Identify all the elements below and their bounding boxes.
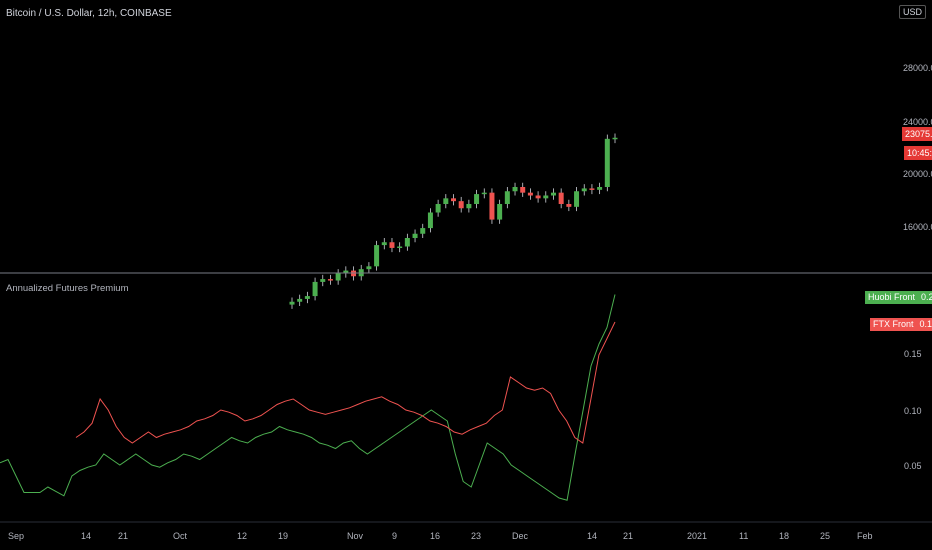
indicator-title[interactable]: Annualized Futures Premium — [6, 283, 129, 294]
candle-body — [327, 279, 333, 281]
candle-body — [527, 192, 533, 196]
candle-body — [320, 279, 326, 282]
time-axis-label: 25 — [820, 531, 831, 541]
candle-body — [581, 188, 587, 192]
time-axis-label: 12 — [237, 531, 248, 541]
candle-body — [304, 296, 310, 299]
legend-ftx-name: FTX Front — [870, 318, 917, 331]
time-axis-label: 14 — [81, 531, 92, 541]
candle-body — [374, 245, 380, 267]
candle-body — [366, 266, 372, 270]
candle-body — [389, 242, 395, 248]
candle-body — [520, 187, 526, 193]
indicator-tick-label: 0.15 — [904, 349, 922, 359]
candle-body — [574, 191, 580, 207]
candle-body — [589, 188, 595, 190]
candle-body — [504, 191, 510, 204]
time-axis-label: 19 — [278, 531, 289, 541]
candle-body — [558, 192, 564, 204]
ftx-front-line — [75, 321, 616, 444]
indicator-tick-label: 0.05 — [904, 461, 922, 471]
time-axis-label: 21 — [623, 531, 634, 541]
price-tick-label: 24000.00 — [903, 117, 932, 127]
time-axis-label: Nov — [347, 531, 364, 541]
time-axis-label: 21 — [118, 531, 129, 541]
legend-ftx-value: 0.18 — [916, 318, 932, 331]
time-axis-label: Dec — [512, 531, 529, 541]
time-axis-label: 16 — [430, 531, 441, 541]
legend-huobi-value: 0.20 — [918, 291, 932, 304]
candle-body — [397, 246, 403, 248]
time-axis-label: 18 — [779, 531, 790, 541]
candle-body — [289, 301, 295, 305]
currency-button[interactable]: USD — [898, 5, 926, 19]
price-tick-label: 28000.00 — [903, 63, 932, 73]
candle-body — [535, 195, 541, 199]
candle-body — [489, 192, 495, 220]
countdown-tag: 10:45:00 — [904, 146, 932, 160]
candle-body — [481, 192, 487, 195]
symbol-title: Bitcoin / U.S. Dollar, 12h, COINBASE — [6, 8, 172, 19]
candle-body — [443, 198, 449, 204]
candle-body — [435, 204, 441, 213]
last-price-tag: 23075.26 — [902, 127, 932, 141]
time-axis-label: Feb — [857, 531, 873, 541]
candle-body — [566, 204, 572, 207]
time-axis-label: 9 — [392, 531, 398, 541]
candle-body — [412, 233, 418, 238]
candle-body — [604, 138, 610, 187]
time-axis-label: 23 — [471, 531, 482, 541]
candle-body — [404, 238, 410, 247]
price-tick-label: 16000.00 — [903, 222, 932, 232]
time-axis-label: Sep — [8, 531, 25, 541]
price-candles — [289, 133, 618, 309]
candle-body — [312, 281, 318, 297]
indicator-tick-label: 0.10 — [904, 406, 922, 416]
candle-body — [343, 270, 349, 274]
time-axis-label: 14 — [587, 531, 598, 541]
candle-body — [335, 273, 341, 281]
candle-body — [297, 298, 303, 302]
candle-body — [550, 192, 556, 196]
time-axis-label: 2021 — [687, 531, 708, 541]
candle-body — [466, 204, 472, 209]
candle-body — [497, 204, 503, 220]
candle-body — [458, 201, 464, 209]
premium-lines — [0, 294, 616, 501]
candle-body — [612, 137, 618, 140]
candle-body — [543, 195, 549, 199]
candle-body — [381, 242, 387, 246]
huobi-front-line — [0, 294, 616, 501]
candle-body — [474, 194, 480, 204]
time-axis-label: Oct — [173, 531, 188, 541]
time-axis-label: 11 — [739, 531, 749, 541]
legend-huobi-name: Huobi Front — [865, 291, 919, 304]
candle-body — [597, 187, 603, 190]
price-tick-label: 20000.00 — [903, 169, 932, 179]
candle-body — [451, 198, 456, 202]
candle-body — [420, 228, 426, 234]
candle-body — [427, 212, 433, 229]
candle-body — [512, 187, 518, 192]
